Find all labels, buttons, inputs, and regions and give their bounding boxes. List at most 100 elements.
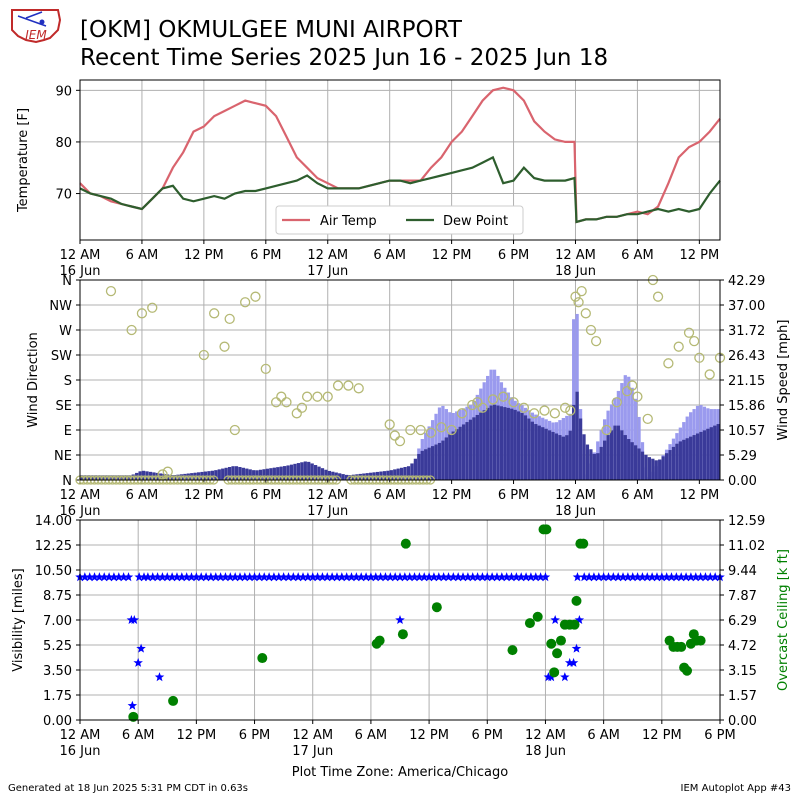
wind-speed-bar <box>400 467 404 480</box>
wind-speed-bar <box>231 466 235 480</box>
wind-dir-marker <box>498 391 509 402</box>
legend-label-dew-point: Dew Point <box>443 214 508 229</box>
visibility-marker <box>293 572 303 582</box>
wind-xtick-label: 6 AM <box>373 488 406 503</box>
ceiling-marker <box>571 595 582 606</box>
wind-dir-marker <box>312 391 323 402</box>
wind-dir-marker <box>467 399 478 411</box>
visibility-marker <box>531 572 541 582</box>
wind-dir-marker <box>147 302 158 313</box>
wind-speed-bar <box>713 425 717 480</box>
visibility-marker <box>278 572 289 582</box>
visibility-marker <box>244 572 255 582</box>
visibility-marker <box>206 572 216 582</box>
wind-speed-bar <box>647 457 652 480</box>
ceiling-ytick-label: 3.15 <box>728 664 757 679</box>
logo-text: IEM <box>25 28 47 42</box>
ceiling-marker <box>541 524 552 535</box>
wind-xtick-sublabel: 16 Jun <box>60 504 101 519</box>
wind-dir-marker <box>673 341 684 352</box>
vis-ylabel: Visibility [miles] <box>11 568 26 671</box>
visibility-marker <box>191 572 202 582</box>
wind-xtick-label: 12 AM <box>307 488 348 503</box>
wind-dir-marker <box>601 424 612 436</box>
visibility-marker <box>89 572 100 582</box>
visibility-marker <box>235 572 245 582</box>
wind-speed-bar <box>551 431 555 480</box>
visibility-marker <box>623 572 633 582</box>
wind-speed-bar <box>613 425 617 480</box>
wind-speed-bar <box>444 437 448 480</box>
wind-dir-tick-label: W <box>59 324 72 339</box>
vis-ytick-label: 14.00 <box>35 514 72 529</box>
visibility-marker <box>172 572 182 582</box>
wind-speed-tick-label: 31.72 <box>728 324 765 339</box>
wind-speed-bar <box>80 475 84 480</box>
visibility-marker <box>133 657 143 667</box>
wind-speed-bar <box>530 421 535 480</box>
wind-speed-bar <box>527 418 531 480</box>
wind-speed-bar <box>685 438 689 480</box>
temp-ylabel: Temperature [F] <box>16 108 31 213</box>
wind-speed-bar <box>561 436 565 480</box>
visibility-marker <box>516 572 526 582</box>
visibility-marker <box>424 572 434 582</box>
wind-speed-bar <box>458 426 462 480</box>
ceiling-ytick-label: 1.57 <box>728 689 757 704</box>
wind-dir-tick-label: NW <box>49 299 72 314</box>
visibility-marker <box>700 572 711 582</box>
wind-speed-bar <box>441 440 445 480</box>
ceiling-marker <box>374 635 385 646</box>
ceiling-marker <box>578 538 589 549</box>
wind-speed-bar <box>406 466 411 480</box>
air-temp-line <box>79 86 721 224</box>
wind-speed-bar <box>303 461 307 480</box>
visibility-marker <box>317 572 328 582</box>
wind-speed-bar <box>668 450 672 480</box>
visibility-marker <box>492 572 502 582</box>
wind-dir-marker <box>683 327 695 338</box>
visibility-marker <box>497 572 507 582</box>
wind-xtick-sublabel: 18 Jun <box>555 504 596 519</box>
wind-speed-tick-label: 10.57 <box>728 424 765 439</box>
wind-speed-bar <box>503 407 507 480</box>
wind-speed-bar <box>706 428 710 480</box>
visibility-marker <box>676 572 686 582</box>
wind-dir-marker <box>565 405 576 416</box>
wind-speed-bar <box>692 435 696 480</box>
temp-xtick-label: 6 AM <box>621 248 654 263</box>
wind-speed-bar <box>214 470 218 480</box>
vis-ytick-label: 10.50 <box>35 564 72 579</box>
temp-xtick-label: 6 AM <box>373 248 406 263</box>
wind-speed-bar <box>83 475 87 480</box>
wind-dir-marker <box>301 391 313 402</box>
visibility-marker <box>501 572 512 582</box>
wind-speed-bar <box>461 424 466 480</box>
vis-ytick-label: 5.25 <box>43 639 72 654</box>
wind-speed-bar <box>644 454 648 480</box>
temp-xtick-label: 12 AM <box>60 248 101 263</box>
wind-dir-marker <box>704 369 715 380</box>
wind-speed-bar <box>286 465 290 480</box>
visibility-marker <box>254 572 265 582</box>
wind-dir-marker <box>518 402 530 413</box>
wind-speed-bar <box>300 462 304 480</box>
visibility-marker <box>94 572 105 582</box>
wind-speed-bar <box>413 458 418 480</box>
wind-dir-marker <box>425 427 437 438</box>
visibility-marker <box>404 572 415 582</box>
visibility-marker <box>143 572 153 582</box>
wind-speed-bar <box>599 446 603 480</box>
ceiling-marker <box>431 602 442 613</box>
ceiling-marker <box>400 538 411 549</box>
visibility-marker <box>710 572 720 582</box>
wind-speed-bar <box>410 463 414 480</box>
visibility-marker <box>642 572 652 582</box>
visibility-marker <box>453 572 463 582</box>
wind-dir-tick-label: S <box>64 374 72 389</box>
visibility-marker <box>136 643 146 653</box>
wind-xtick-label: 12 PM <box>432 488 472 503</box>
visibility-marker <box>127 700 138 710</box>
visibility-marker <box>152 572 163 582</box>
wind-dir-marker <box>415 424 426 436</box>
